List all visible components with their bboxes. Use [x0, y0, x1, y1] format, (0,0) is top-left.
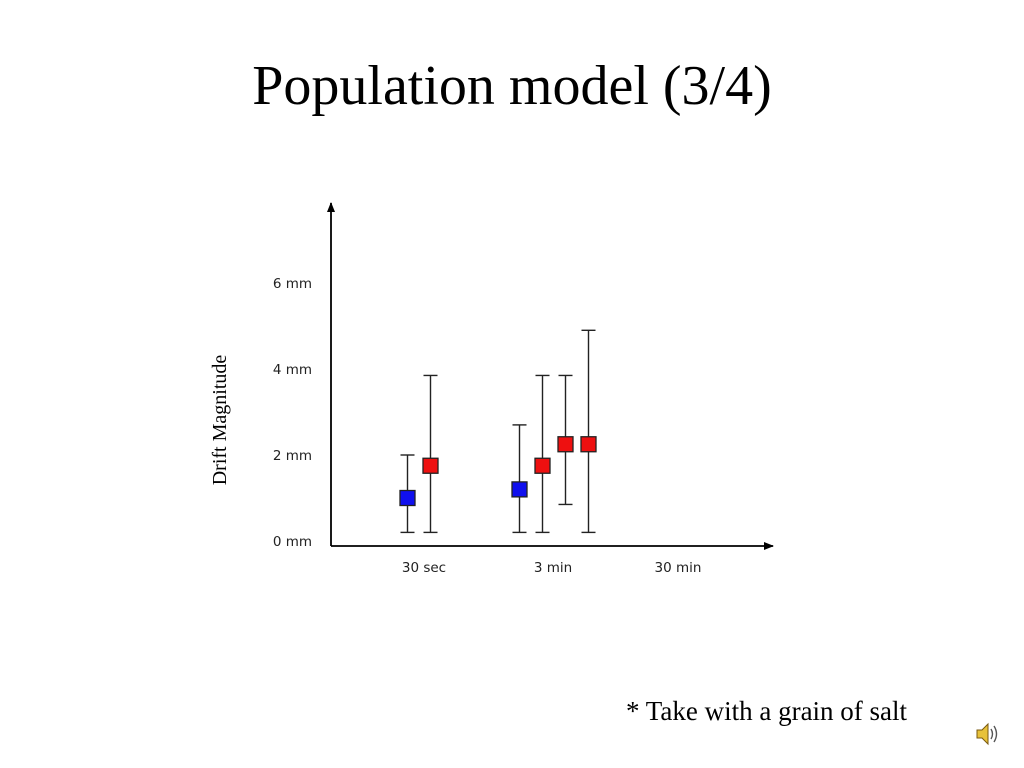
data-point-marker	[534, 457, 551, 474]
error-bar	[512, 424, 527, 534]
speaker-icon[interactable]	[975, 720, 1001, 748]
x-category-label: 30 min	[655, 560, 702, 576]
x-category-label: 30 sec	[402, 560, 446, 576]
data-point-marker	[399, 489, 416, 507]
error-bar	[423, 374, 438, 534]
y-tick-label: 0 mm	[273, 534, 312, 550]
slide-title: Population model (3/4)	[252, 55, 772, 117]
y-tick-label: 6 mm	[273, 276, 312, 292]
error-bar	[581, 329, 596, 534]
y-tick-label: 2 mm	[273, 448, 312, 464]
x-category-label: 3 min	[534, 560, 572, 576]
y-tick-label: 4 mm	[273, 362, 312, 378]
data-point-marker	[422, 457, 439, 474]
footnote: * Take with a grain of salt	[626, 696, 908, 726]
data-point-marker	[580, 436, 597, 453]
data-point-marker	[557, 436, 574, 453]
error-bar	[535, 374, 550, 534]
y-axis-label: Drift Magnitude	[209, 355, 231, 486]
data-point-marker	[511, 481, 528, 498]
